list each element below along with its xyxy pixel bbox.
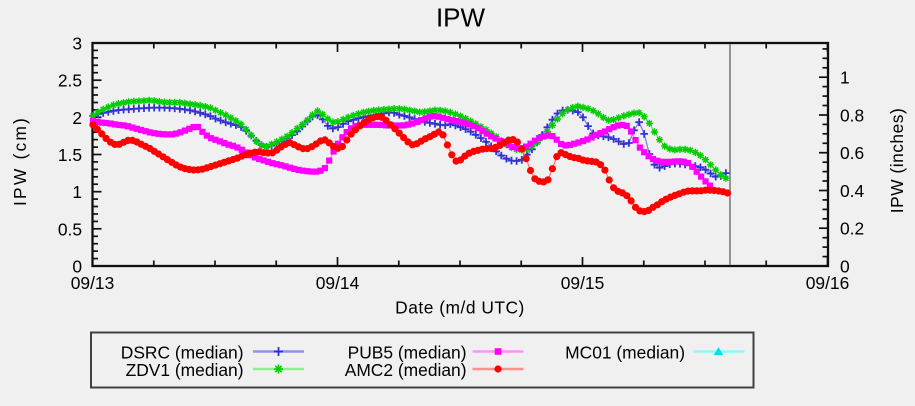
svg-text:1.5: 1.5 [58,145,82,165]
svg-text:09/13: 09/13 [71,273,115,293]
svg-text:0: 0 [840,257,850,277]
svg-text:09/14: 09/14 [316,273,360,293]
svg-text:IPW (inches): IPW (inches) [887,108,907,214]
svg-text:AMC2 (median): AMC2 (median) [345,360,467,380]
svg-text:MC01 (median): MC01 (median) [565,342,685,362]
svg-text:PUB5 (median): PUB5 (median) [348,342,467,362]
svg-text:DSRC (median): DSRC (median) [121,342,244,362]
svg-text:09/15: 09/15 [561,273,605,293]
svg-text:0.2: 0.2 [840,219,864,239]
svg-text:0.5: 0.5 [58,219,82,239]
svg-text:0.8: 0.8 [840,106,864,126]
svg-text:1: 1 [840,68,850,88]
svg-text:IPW (cm): IPW (cm) [10,116,30,206]
svg-text:2.5: 2.5 [58,71,82,91]
svg-text:0.4: 0.4 [840,181,865,201]
svg-text:Date (m/d UTC): Date (m/d UTC) [395,298,525,318]
svg-text:IPW: IPW [436,3,486,33]
svg-text:0: 0 [72,257,82,277]
svg-text:3: 3 [72,34,82,54]
svg-text:09/16: 09/16 [806,273,850,293]
svg-text:ZDV1 (median): ZDV1 (median) [126,360,244,380]
svg-text:2: 2 [72,108,82,128]
svg-text:1: 1 [72,182,82,202]
svg-text:0.6: 0.6 [840,143,864,163]
